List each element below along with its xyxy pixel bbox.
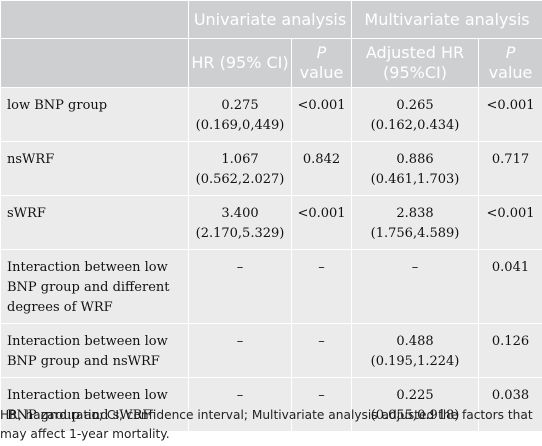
value-word: value	[488, 63, 533, 82]
multivariate-hr-header: Adjusted HR (95%CI)	[351, 38, 480, 88]
univariate-p-cell: –	[290, 377, 353, 432]
univariate-p-cell: 0.842	[290, 141, 353, 196]
multivariate-header: Multivariate analysis	[351, 0, 542, 39]
table-footnote: HR, hazard ratio; CI, confidence interva…	[0, 408, 533, 441]
hr-value: 1.067	[221, 152, 259, 167]
multivariate-p-cell: <0.001	[478, 87, 542, 142]
table-row: sWRF 3.400 (2.170,5.329) <0.001 2.838 (1.7…	[0, 195, 542, 250]
hr-value: 2.838	[396, 206, 434, 221]
univariate-hr-cell: –	[188, 377, 292, 432]
multivariate-hr-cell: –	[351, 249, 480, 324]
multivariate-p-cell: <0.001	[478, 195, 542, 250]
ci-value: (0.055,0.918)	[370, 408, 460, 423]
multivariate-p-cell: 0.038	[478, 377, 542, 432]
row-label: Interaction between low BNP group and di…	[0, 249, 189, 324]
table-row: Interaction between low BNP group and ns…	[0, 323, 542, 378]
multivariate-p-cell: 0.126	[478, 323, 542, 378]
row-label: Interaction between low BNP group and sW…	[0, 377, 189, 432]
multivariate-p-cell: 0.717	[478, 141, 542, 196]
univariate-p-cell: <0.001	[290, 87, 353, 142]
univariate-p-cell: –	[290, 249, 353, 324]
univariate-header: Univariate analysis	[187, 0, 353, 39]
hr-value: –	[236, 334, 244, 349]
table-row: Interaction between low BNP group and sW…	[0, 377, 542, 432]
multivariate-hr-cell: 0.488 (0.195,1.224)	[351, 323, 480, 378]
hr-value: 0.275	[221, 98, 259, 113]
hr-value: 0.225	[396, 388, 434, 403]
univariate-hr-header: HR (95% CI)	[188, 38, 292, 88]
univariate-hr-cell: –	[188, 323, 292, 378]
header-corner-2	[0, 38, 189, 88]
multivariate-hr-cell: 0.265 (0.162,0.434)	[351, 87, 480, 142]
univariate-hr-cell: –	[188, 249, 292, 324]
univariate-hr-cell: 3.400 (2.170,5.329)	[188, 195, 292, 250]
table-row: nsWRF 1.067 (0.562,2.027) 0.842 0.886 (0.4…	[0, 141, 542, 196]
ci-value: (0.162,0.434)	[370, 118, 460, 133]
ci-value: (1.756,4.589)	[370, 226, 460, 241]
hr-value: 0.886	[396, 152, 434, 167]
ci-value: (2.170,5.329)	[195, 226, 285, 241]
value-word: value	[299, 63, 344, 82]
hr-value: –	[236, 388, 244, 403]
multivariate-hr-cell: 0.225 (0.055,0.918)	[351, 377, 480, 432]
hr-value: 0.488	[396, 334, 434, 349]
p-symbol: P	[316, 43, 327, 62]
hr-value: –	[411, 260, 419, 275]
results-table: Univariate analysis Multivariate analysi…	[0, 0, 542, 432]
row-label: Interaction between low BNP group and ns…	[0, 323, 189, 378]
multivariate-hr-cell: 0.886 (0.461,1.703)	[351, 141, 480, 196]
header-corner	[0, 0, 189, 39]
table-body: low BNP group 0.275 (0.169,0,449) <0.001 …	[0, 87, 542, 432]
univariate-p-cell: –	[290, 323, 353, 378]
ci-value: (0.562,2.027)	[195, 172, 285, 187]
hr-value: –	[236, 260, 244, 275]
univariate-p-cell: <0.001	[290, 195, 353, 250]
hr-value: 0.265	[396, 98, 434, 113]
table-header: Univariate analysis Multivariate analysi…	[0, 0, 542, 88]
univariate-hr-cell: 1.067 (0.562,2.027)	[188, 141, 292, 196]
row-label: sWRF	[0, 195, 189, 250]
ci-value: (0.461,1.703)	[370, 172, 460, 187]
p-symbol: P	[505, 43, 516, 62]
row-label: low BNP group	[0, 87, 189, 142]
multivariate-hr-cell: 2.838 (1.756,4.589)	[351, 195, 480, 250]
ci-value: (0.195,1.224)	[370, 354, 460, 369]
table-row: low BNP group 0.275 (0.169,0,449) <0.001 …	[0, 87, 542, 142]
hr-value: 3.400	[221, 206, 259, 221]
multivariate-p-cell: 0.041	[478, 249, 542, 324]
univariate-hr-cell: 0.275 (0.169,0,449)	[188, 87, 292, 142]
row-label: nsWRF	[0, 141, 189, 196]
ci-value: (0.169,0,449)	[195, 118, 285, 133]
table-row: Interaction between low BNP group and di…	[0, 249, 542, 324]
